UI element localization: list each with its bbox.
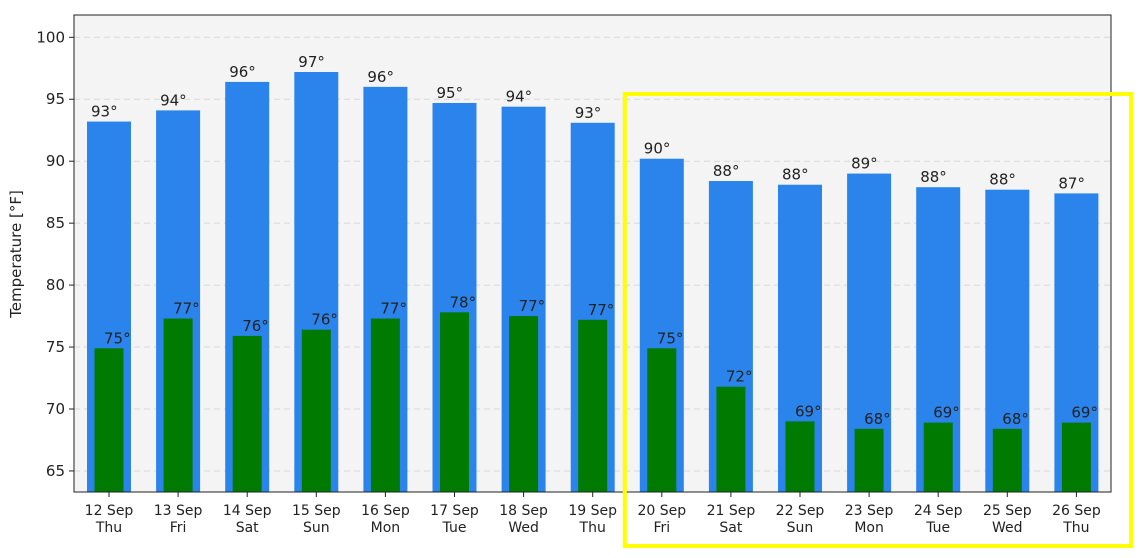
data-labels: 93° 75° 94° 77° 96° 76° 97° 76° 96° 77° 95° 78° 94° 7…: [91, 53, 1098, 428]
y-tick-label: 85: [46, 214, 65, 232]
low-data-label: 77°: [519, 297, 546, 315]
x-tick-label-date: 15 Sep: [292, 503, 341, 519]
x-tick-label-day: Tue: [442, 520, 467, 536]
low-data-label: 78°: [450, 293, 477, 311]
low-data-label: 76°: [311, 311, 338, 329]
x-tick-label-date: 14 Sep: [223, 503, 272, 519]
highlight-box: [622, 92, 1133, 548]
low-data-label: 75°: [657, 329, 684, 347]
x-tick-label-day: Fri: [653, 520, 670, 536]
bar-low: [578, 319, 608, 492]
x-tick-label-date: 16 Sep: [361, 503, 410, 519]
high-data-label: 87°: [1058, 174, 1085, 192]
bar-low: [923, 422, 953, 492]
bar-low: [94, 348, 124, 492]
low-data-label: 69°: [933, 404, 960, 422]
x-tick-label-day: Sat: [236, 520, 259, 536]
y-tick-label: 70: [46, 400, 65, 418]
x-tick-label-date: 18 Sep: [499, 503, 548, 519]
x-tick-label-day: Mon: [371, 520, 401, 536]
high-data-label: 96°: [367, 68, 394, 86]
x-tick-label-day: Sat: [719, 520, 742, 536]
x-tick-label-date: 23 Sep: [845, 503, 894, 519]
x-tick-label-day: Sun: [787, 520, 814, 536]
low-data-label: 75°: [104, 329, 131, 347]
y-tick-label: 75: [46, 338, 65, 356]
low-data-label: 77°: [380, 300, 407, 318]
high-data-label: 88°: [782, 166, 809, 184]
high-data-label: 93°: [91, 103, 118, 121]
low-data-label: 69°: [1071, 404, 1098, 422]
y-tick-label: 65: [46, 462, 65, 480]
x-tick-label-day: Wed: [992, 520, 1023, 536]
x-tick-label-day: Fri: [170, 520, 187, 536]
x-tick-label-date: 19 Sep: [568, 503, 617, 519]
x-tick-label-day: Thu: [95, 520, 122, 536]
low-data-label: 68°: [1002, 410, 1029, 428]
bar-low: [716, 386, 746, 492]
x-tick-label-date: 21 Sep: [707, 503, 756, 519]
x-tick-label-date: 13 Sep: [154, 503, 203, 519]
x-tick-label-day: Thu: [1062, 520, 1089, 536]
y-axis: 65 70 75 80 85 90 95 100: [36, 28, 74, 480]
x-tick-label-date: 12 Sep: [85, 503, 134, 519]
bar-low: [854, 428, 884, 492]
bar-low: [301, 329, 331, 492]
y-tick-label: 100: [36, 28, 65, 46]
bar-low: [163, 318, 193, 492]
bar-low: [1061, 422, 1091, 492]
low-data-label: 68°: [864, 410, 891, 428]
low-data-label: 72°: [726, 368, 753, 386]
high-data-label: 97°: [298, 53, 325, 71]
high-data-label: 88°: [713, 162, 740, 180]
low-data-label: 76°: [242, 317, 269, 335]
y-tick-label: 90: [46, 152, 65, 170]
bar-low: [232, 335, 262, 492]
low-temperature-bars: [94, 312, 1091, 492]
x-tick-label-day: Wed: [508, 520, 539, 536]
bar-low: [785, 421, 815, 492]
x-tick-label-date: 22 Sep: [776, 503, 825, 519]
y-tick-label: 95: [46, 90, 65, 108]
high-data-label: 94°: [160, 91, 187, 109]
low-data-label: 77°: [173, 300, 200, 318]
bar-low: [509, 316, 539, 492]
y-tick-label: 80: [46, 276, 65, 294]
high-data-label: 90°: [644, 140, 671, 158]
high-data-label: 96°: [229, 63, 256, 81]
bar-low: [992, 428, 1022, 492]
y-axis-title: Temperature [°F]: [7, 190, 25, 319]
x-tick-label-day: Tue: [925, 520, 950, 536]
x-tick-label-date: 26 Sep: [1052, 503, 1101, 519]
high-data-label: 93°: [575, 104, 602, 122]
high-data-label: 94°: [506, 88, 533, 106]
x-tick-label-date: 24 Sep: [914, 503, 963, 519]
low-data-label: 77°: [588, 301, 615, 319]
bar-low: [440, 312, 469, 492]
high-data-label: 89°: [851, 155, 878, 173]
x-tick-label-day: Mon: [854, 520, 884, 536]
high-temperature-bars: [87, 71, 1099, 493]
high-data-label: 95°: [437, 84, 464, 102]
x-tick-label-day: Thu: [579, 520, 606, 536]
x-tick-label-date: 20 Sep: [637, 503, 686, 519]
x-tick-label-day: Sun: [303, 520, 330, 536]
x-tick-label-date: 25 Sep: [983, 503, 1032, 519]
high-data-label: 88°: [920, 168, 947, 186]
bar-low: [647, 348, 677, 492]
high-data-label: 88°: [989, 171, 1016, 189]
low-data-label: 69°: [795, 402, 822, 420]
x-tick-label-date: 17 Sep: [430, 503, 479, 519]
bar-low: [370, 318, 400, 492]
